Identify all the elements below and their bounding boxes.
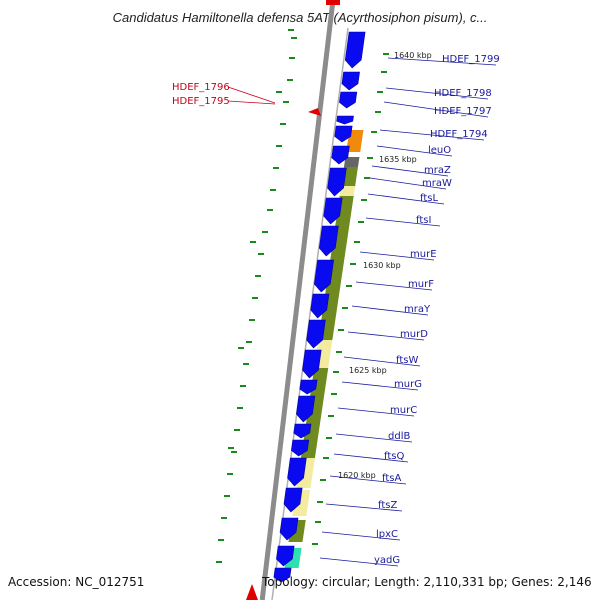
gene-label-ftsz[interactable]: ftsZ bbox=[378, 500, 397, 511]
backbone-line bbox=[259, 0, 336, 600]
gene-label-mraz[interactable]: mraZ bbox=[424, 165, 451, 176]
gene-class-segment bbox=[343, 157, 360, 167]
gene-label-hdef_1794[interactable]: HDEF_1794 bbox=[430, 129, 488, 140]
gene-arrow[interactable] bbox=[339, 91, 358, 109]
leader-line bbox=[367, 193, 445, 205]
leader-line bbox=[379, 129, 485, 141]
gene-label-hdef_1797[interactable]: HDEF_1797 bbox=[434, 106, 492, 117]
gene-arrow[interactable] bbox=[310, 293, 330, 319]
gene-arrow[interactable] bbox=[287, 457, 307, 487]
leader-line bbox=[325, 503, 403, 512]
gene-label-ftsi[interactable]: ftsI bbox=[416, 215, 431, 226]
position-label: 1620 kbp bbox=[338, 471, 376, 480]
position-label: 1640 kbp bbox=[394, 51, 432, 60]
gene-label-murg[interactable]: murG bbox=[394, 379, 422, 390]
bottom-red-marker bbox=[246, 584, 258, 600]
leader-line bbox=[359, 251, 435, 261]
leader-line bbox=[335, 433, 413, 443]
gene-arrow[interactable] bbox=[273, 567, 292, 583]
gene-label-mraw[interactable]: mraW bbox=[422, 178, 452, 189]
gene-label-mray[interactable]: mraY bbox=[404, 304, 431, 315]
gene-labels: HDEF_1799 HDEF_1798 HDEF_1797 HDEF_1794 leuO… bbox=[172, 54, 500, 566]
leader-line bbox=[369, 177, 447, 190]
gene-label-ftsq[interactable]: ftsQ bbox=[384, 451, 404, 462]
gene-label-ftsl[interactable]: ftsL bbox=[420, 193, 438, 204]
position-label: 1635 kbp bbox=[379, 155, 417, 164]
gene-arrow[interactable] bbox=[279, 517, 299, 541]
gene-arrow[interactable] bbox=[327, 167, 347, 197]
position-label: 1625 kbp bbox=[349, 366, 387, 375]
gene-label-mure[interactable]: murE bbox=[410, 249, 437, 260]
gene-label-murc[interactable]: murC bbox=[390, 405, 417, 416]
gene-label-hdef_1796[interactable]: HDEF_1796 bbox=[172, 82, 230, 93]
map-title: Candidatus Hamiltonella defensa 5AT (Acy… bbox=[113, 10, 488, 25]
leader-line bbox=[376, 145, 453, 157]
gc-skew-ticks bbox=[216, 29, 389, 563]
leader-line-red bbox=[227, 86, 276, 104]
position-labels: 1640 kbp 1635 kbp 1630 kbp 1625 kbp 1620 kbp bbox=[338, 51, 432, 480]
leader-line bbox=[387, 57, 497, 66]
leader-line bbox=[371, 165, 449, 177]
gene-label-ftsw[interactable]: ftsW bbox=[396, 355, 418, 366]
leader-line bbox=[347, 331, 425, 341]
topology-text: Topology: circular; Length: 2,110,331 bp… bbox=[261, 575, 592, 589]
gene-label-hdef_1795[interactable]: HDEF_1795 bbox=[172, 96, 230, 107]
gene-arrow[interactable] bbox=[276, 545, 295, 567]
gene-label-leuo[interactable]: leuO bbox=[428, 145, 451, 156]
leader-line bbox=[329, 475, 407, 485]
leader-line bbox=[383, 101, 489, 118]
gene-label-ddlb[interactable]: ddlB bbox=[388, 431, 410, 442]
gene-label-murf[interactable]: murF bbox=[408, 279, 434, 290]
gene-arrow[interactable] bbox=[293, 423, 312, 439]
gene-arrow[interactable] bbox=[291, 439, 310, 457]
leader-line bbox=[333, 453, 409, 463]
gene-arrow[interactable] bbox=[331, 145, 350, 165]
gene-class-segment bbox=[339, 186, 356, 196]
gene-arrow[interactable] bbox=[306, 319, 326, 349]
backbone-shadow bbox=[271, 27, 349, 600]
gene-arrow[interactable] bbox=[341, 71, 360, 91]
gene-arrow[interactable] bbox=[296, 395, 316, 423]
leader-line bbox=[351, 305, 429, 316]
leader-line-red bbox=[227, 100, 276, 105]
gene-arrow[interactable] bbox=[336, 115, 354, 125]
gene-arrow[interactable] bbox=[334, 125, 353, 143]
red-gene-marker bbox=[308, 108, 321, 116]
leader-line bbox=[337, 407, 415, 417]
leader-line bbox=[365, 217, 441, 227]
gene-arrow-track[interactable] bbox=[273, 31, 366, 583]
gene-arrow[interactable] bbox=[318, 225, 339, 257]
gene-arrow[interactable] bbox=[314, 259, 334, 293]
gene-label-hdef_1799[interactable]: HDEF_1799 bbox=[442, 54, 500, 65]
leader-line bbox=[319, 557, 399, 567]
gene-class-segment bbox=[300, 368, 329, 458]
leader-line bbox=[343, 356, 421, 367]
gene-label-ftsa[interactable]: ftsA bbox=[382, 473, 401, 484]
gene-label-yadg[interactable]: yadG bbox=[374, 555, 400, 566]
leader-line bbox=[385, 87, 489, 100]
leader-line bbox=[355, 281, 433, 291]
gene-label-murd[interactable]: murD bbox=[400, 329, 428, 340]
leader-line bbox=[341, 381, 419, 391]
label-leader-lines bbox=[227, 57, 497, 567]
top-red-marker bbox=[326, 0, 340, 5]
accession-text: Accession: NC_012751 bbox=[8, 575, 144, 589]
gene-arrow[interactable] bbox=[323, 197, 343, 225]
gene-label-hdef_1798[interactable]: HDEF_1798 bbox=[434, 88, 492, 99]
leader-line bbox=[321, 531, 401, 541]
position-label: 1630 kbp bbox=[363, 261, 401, 270]
gene-arrow[interactable] bbox=[344, 31, 366, 69]
gene-arrow[interactable] bbox=[283, 487, 303, 513]
gene-arrow[interactable] bbox=[302, 349, 322, 379]
gene-arrow[interactable] bbox=[299, 379, 318, 395]
gene-label-lpxc[interactable]: lpxC bbox=[376, 529, 398, 540]
